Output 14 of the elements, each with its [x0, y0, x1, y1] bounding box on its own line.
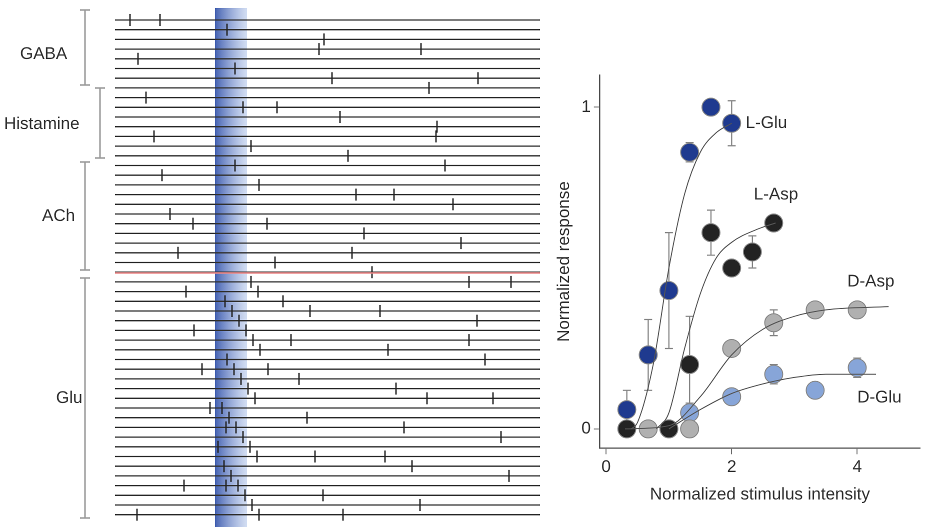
- y-tick-label: 1: [581, 96, 591, 116]
- y-axis-title: Normalized response: [554, 181, 573, 342]
- x-tick-label: 4: [852, 457, 862, 476]
- text: GABA: [20, 44, 68, 64]
- x-tick-label: 2: [726, 457, 736, 476]
- x-tick-label: 0: [601, 457, 611, 476]
- text: Histamine: [4, 114, 80, 134]
- series-label: D-Glu: [857, 387, 902, 406]
- series-label: D-Asp: [847, 272, 894, 291]
- text: Glu: [56, 388, 82, 408]
- x-axis-title: Normalized stimulus intensity: [650, 484, 870, 504]
- series-label: L-Asp: [754, 184, 798, 204]
- text: ACh: [42, 206, 76, 226]
- series-label: L-Glu: [746, 112, 788, 132]
